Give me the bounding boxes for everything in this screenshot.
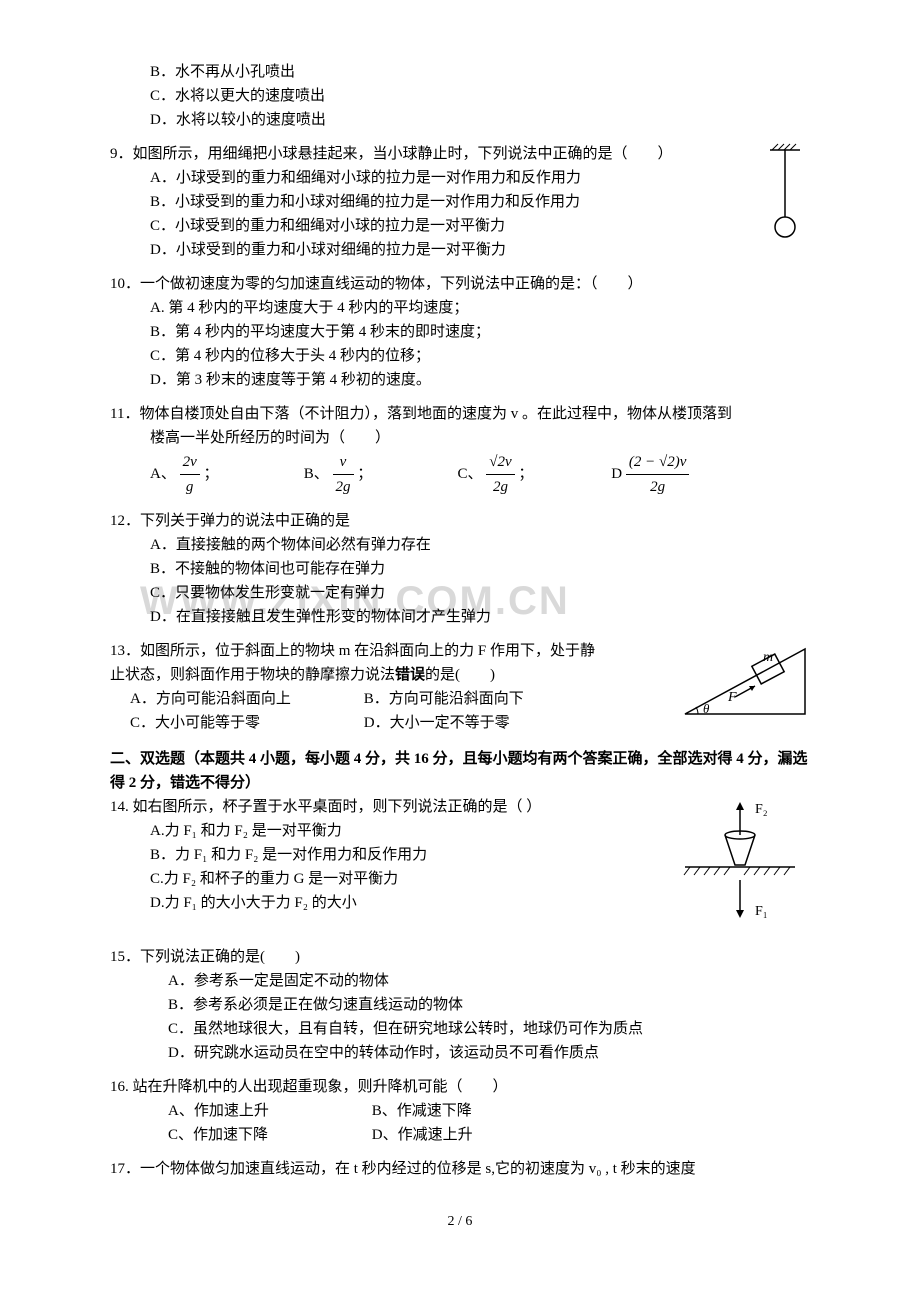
q13-opt-a: A．方向可能沿斜面向上: [130, 687, 360, 711]
q11-opt-d: D (2 − √2)v 2g: [611, 450, 761, 499]
q11-a-label: A、: [150, 466, 176, 482]
page-footer: 2 / 6: [110, 1211, 810, 1233]
q11-d-numpost: v: [680, 454, 687, 470]
q9-opt-b: B．小球受到的重力和小球对细绳的拉力是一对作用力和反作用力: [150, 190, 810, 214]
question-17: 17．一个物体做匀加速直线运动，在 t 秒内经过的位移是 s,它的初速度为 v₀…: [110, 1157, 810, 1181]
question-8-tail: B．水不再从小孔喷出 C．水将以更大的速度喷出 D．水将以较小的速度喷出: [110, 60, 810, 132]
question-9: 9．如图所示，用细绳把小球悬挂起来，当小球静止时，下列说法中正确的是（ ） A．…: [110, 142, 810, 262]
q10-opt-c: C．第 4 秒内的位移大于头 4 秒内的位移；: [150, 344, 810, 368]
q11-a-frac: 2v g: [180, 450, 200, 499]
q11-a-num: 2v: [180, 450, 200, 475]
q11-c-frac: √2v 2g: [486, 450, 514, 499]
q11-b-num: v: [333, 450, 354, 475]
q16-stem: 16. 站在升降机中的人出现超重现象，则升降机可能（ ）: [110, 1075, 810, 1099]
q16-opt-c: C、作加速下降: [168, 1123, 368, 1147]
q10-stem: 10．一个做初速度为零的匀加速直线运动的物体，下列说法中正确的是：（ ）: [110, 272, 810, 296]
q12-stem: 12．下列关于弹力的说法中正确的是: [110, 509, 810, 533]
q8-opt-c: C．水将以更大的速度喷出: [150, 84, 810, 108]
fig-f2-label: F₂: [755, 802, 768, 817]
q9-opt-d: D．小球受到的重力和小球对细绳的拉力是一对平衡力: [150, 238, 810, 262]
cup-figure: F₂ F₁: [670, 795, 810, 935]
fig-theta-label: θ: [703, 701, 710, 716]
q9-options: A．小球受到的重力和细绳对小球的拉力是一对作用力和反作用力 B．小球受到的重力和…: [110, 166, 810, 262]
q10-opt-b: B．第 4 秒内的平均速度大于第 4 秒末的即时速度；: [150, 320, 810, 344]
q11-d-num: (2 − √2)v: [626, 450, 690, 475]
q10-opt-d: D．第 3 秒末的速度等于第 4 秒初的速度。: [150, 368, 810, 392]
q11-stem-1: 11．物体自楼顶处自由下落（不计阻力），落到地面的速度为 v 。在此过程中，物体…: [110, 402, 810, 426]
q12-opt-b: B．不接触的物体间也可能存在弹力: [150, 557, 810, 581]
q10-options: A. 第 4 秒内的平均速度大于 4 秒内的平均速度； B．第 4 秒内的平均速…: [110, 296, 810, 392]
question-15: 15．下列说法正确的是( ) A．参考系一定是固定不动的物体 B．参考系必须是正…: [110, 945, 810, 1065]
pendulum-figure: [760, 142, 810, 242]
q11-d-den: 2g: [626, 475, 690, 499]
q9-opt-a: A．小球受到的重力和细绳对小球的拉力是一对作用力和反作用力: [150, 166, 810, 190]
q11-c-den: 2g: [486, 475, 514, 499]
q12-opt-c: C．只要物体发生形变就一定有弹力: [150, 581, 810, 605]
q11-c-num: √2v: [486, 450, 514, 475]
q11-d-frac: (2 − √2)v 2g: [626, 450, 690, 499]
q9-opt-c: C．小球受到的重力和细绳对小球的拉力是一对平衡力: [150, 214, 810, 238]
q12-options: A．直接接触的两个物体间必然有弹力存在 B．不接触的物体间也可能存在弹力 C．只…: [110, 533, 810, 629]
q8-opt-b: B．水不再从小孔喷出: [150, 60, 810, 84]
q15-stem: 15．下列说法正确的是( ): [110, 945, 810, 969]
q12-opt-a: A．直接接触的两个物体间必然有弹力存在: [150, 533, 810, 557]
question-16: 16. 站在升降机中的人出现超重现象，则升降机可能（ ） A、作加速上升 B、作…: [110, 1075, 810, 1147]
q13-opt-c: C．大小可能等于零: [130, 711, 360, 735]
incline-figure: θ m F: [680, 639, 810, 724]
q13-opt-b: B．方向可能沿斜面向下: [364, 687, 594, 711]
q16-options: A、作加速上升 B、作减速下降 C、作加速下降 D、作减速上升: [110, 1099, 810, 1147]
q11-opt-c: C、 √2v 2g ；: [458, 450, 608, 499]
section-2-head: 二、双选题（本题共 4 小题，每小题 4 分，共 16 分，且每小题均有两个答案…: [110, 747, 810, 795]
q11-stem-2: 楼高一半处所经历的时间为（ ）: [110, 426, 810, 450]
q12-opt-d: D．在直接接触且发生弹性形变的物体间才产生弹力: [150, 605, 810, 629]
q11-b-den: 2g: [333, 475, 354, 499]
fig-f-label: F: [727, 690, 737, 705]
q15-opt-a: A．参考系一定是固定不动的物体: [168, 969, 810, 993]
q11-c-label: C、: [458, 466, 483, 482]
question-12: WWW.ZIXIN.COM.CN 12．下列关于弹力的说法中正确的是 A．直接接…: [110, 509, 810, 629]
q13-stem-2c: 的是( ): [425, 667, 495, 683]
q15-opt-d: D．研究跳水运动员在空中的转体动作时，该运动员不可看作质点: [168, 1041, 810, 1065]
q8-options: B．水不再从小孔喷出 C．水将以更大的速度喷出 D．水将以较小的速度喷出: [110, 60, 810, 132]
question-10: 10．一个做初速度为零的匀加速直线运动的物体，下列说法中正确的是：（ ） A. …: [110, 272, 810, 392]
q9-stem: 9．如图所示，用细绳把小球悬挂起来，当小球静止时，下列说法中正确的是（ ）: [110, 142, 810, 166]
q16-opt-b: B、作减速下降: [372, 1099, 572, 1123]
q11-c-numpre: √2: [489, 454, 505, 470]
q11-d-label: D: [611, 466, 622, 482]
q17-stem: 17．一个物体做匀加速直线运动，在 t 秒内经过的位移是 s,它的初速度为 v₀…: [110, 1157, 810, 1181]
q16-opt-a: A、作加速上升: [168, 1099, 368, 1123]
q15-opt-c: C．虽然地球很大，且有自转，但在研究地球公转时，地球仍可作为质点: [168, 1017, 810, 1041]
q11-c-sep: ；: [518, 466, 533, 482]
question-14: F₂ F₁ 14. 如右图所示，杯子置于水平桌面时，则下列说法正确的是（ ） A…: [110, 795, 810, 935]
q11-b-label: B、: [304, 466, 329, 482]
q11-b-sep: ；: [357, 466, 372, 482]
q13-stem-2b: 错误: [395, 667, 425, 683]
q11-options: A、 2v g ； B、 v 2g ； C、 √2v 2g ； D: [110, 450, 810, 499]
q8-opt-d: D．水将以较小的速度喷出: [150, 108, 810, 132]
q11-opt-a: A、 2v g ；: [150, 450, 300, 499]
q11-a-den: g: [180, 475, 200, 499]
fig-m-label: m: [763, 650, 773, 665]
q11-opt-b: B、 v 2g ；: [304, 450, 454, 499]
q11-d-numpre: (2 − √2): [629, 454, 680, 470]
question-13: θ m F 13．如图所示，位于斜面上的物块 m 在沿斜面向上的力 F 作用下，…: [110, 639, 810, 735]
q11-c-numpost: v: [505, 454, 512, 470]
question-11: 11．物体自楼顶处自由下落（不计阻力），落到地面的速度为 v 。在此过程中，物体…: [110, 402, 810, 499]
q16-opt-d: D、作减速上升: [372, 1123, 572, 1147]
q11-a-sep: ；: [204, 466, 219, 482]
q13-opt-d: D．大小一定不等于零: [364, 711, 594, 735]
q10-opt-a: A. 第 4 秒内的平均速度大于 4 秒内的平均速度；: [150, 296, 810, 320]
q11-b-frac: v 2g: [333, 450, 354, 499]
q13-stem-2a: 止状态，则斜面作用于物块的静摩擦力说法: [110, 667, 395, 683]
fig-f1-label: F₁: [755, 904, 768, 919]
q15-opt-b: B．参考系必须是正在做匀速直线运动的物体: [168, 993, 810, 1017]
q15-options: A．参考系一定是固定不动的物体 B．参考系必须是正在做匀速直线运动的物体 C．虽…: [110, 969, 810, 1065]
